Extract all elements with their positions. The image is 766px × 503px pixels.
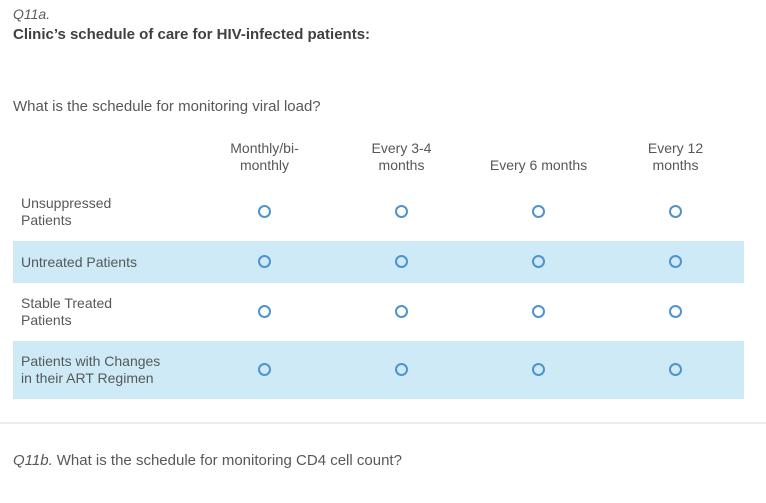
- row-label-unsuppressed: Unsuppressed Patients: [21, 195, 112, 228]
- radio-stable-treated-every-3-4-months[interactable]: [395, 305, 408, 319]
- radio-unsuppressed-monthly-bi-monthly[interactable]: [258, 205, 271, 219]
- radio-unsuppressed-every-6-months[interactable]: [532, 205, 545, 219]
- column-header-every-3-4-months: Every 3-4 months: [371, 140, 432, 173]
- radio-untreated-every-12-months[interactable]: [669, 255, 682, 269]
- question-b-number: Q11b.: [13, 452, 53, 469]
- column-header-monthly-bi-monthly: Monthly/bi- monthly: [230, 140, 299, 173]
- question-b-text: What is the schedule for monitoring CD4 …: [56, 452, 402, 469]
- radio-art-regimen-changes-monthly-bi-monthly[interactable]: [258, 363, 271, 377]
- survey-page: Q11a. Clinic’s schedule of care for HIV-…: [0, 6, 766, 470]
- schedule-matrix: Monthly/bi- monthly Every 3-4 months Eve…: [13, 140, 744, 399]
- column-header-every-6-months: Every 6 months: [489, 157, 588, 173]
- matrix-row-unsuppressed: Unsuppressed Patients: [13, 183, 744, 241]
- row-label-untreated: Untreated Patients: [21, 253, 137, 270]
- matrix-row-untreated: Untreated Patients: [13, 241, 744, 283]
- radio-art-regimen-changes-every-3-4-months[interactable]: [395, 363, 408, 377]
- radio-stable-treated-every-6-months[interactable]: [532, 305, 545, 319]
- radio-stable-treated-monthly-bi-monthly[interactable]: [258, 305, 271, 319]
- radio-unsuppressed-every-12-months[interactable]: [669, 205, 682, 219]
- row-label-art-regimen-changes: Patients with Changes in their ART Regim…: [21, 353, 161, 386]
- row-label-stable-treated: Stable Treated Patients: [21, 295, 113, 328]
- radio-art-regimen-changes-every-6-months[interactable]: [532, 363, 545, 377]
- question-a-title: Clinic’s schedule of care for HIV-infect…: [13, 26, 371, 43]
- matrix-header-row: Monthly/bi- monthly Every 3-4 months Eve…: [13, 140, 744, 183]
- radio-unsuppressed-every-3-4-months[interactable]: [395, 205, 408, 219]
- matrix-row-art-regimen-changes: Patients with Changes in their ART Regim…: [13, 341, 744, 399]
- question-a-number: Q11a.: [13, 6, 51, 22]
- radio-untreated-monthly-bi-monthly[interactable]: [258, 255, 271, 269]
- radio-art-regimen-changes-every-12-months[interactable]: [669, 363, 682, 377]
- matrix-corner-cell: [13, 140, 196, 183]
- column-header-every-12-months: Every 12 months: [647, 140, 704, 173]
- section-divider: [0, 422, 766, 424]
- radio-untreated-every-6-months[interactable]: [532, 255, 545, 269]
- radio-untreated-every-3-4-months[interactable]: [395, 255, 408, 269]
- radio-stable-treated-every-12-months[interactable]: [669, 305, 682, 319]
- question-a-subquestion: What is the schedule for monitoring vira…: [13, 98, 321, 115]
- matrix-row-stable-treated: Stable Treated Patients: [13, 283, 744, 341]
- question-b: Q11b. What is the schedule for monitoring…: [13, 451, 766, 470]
